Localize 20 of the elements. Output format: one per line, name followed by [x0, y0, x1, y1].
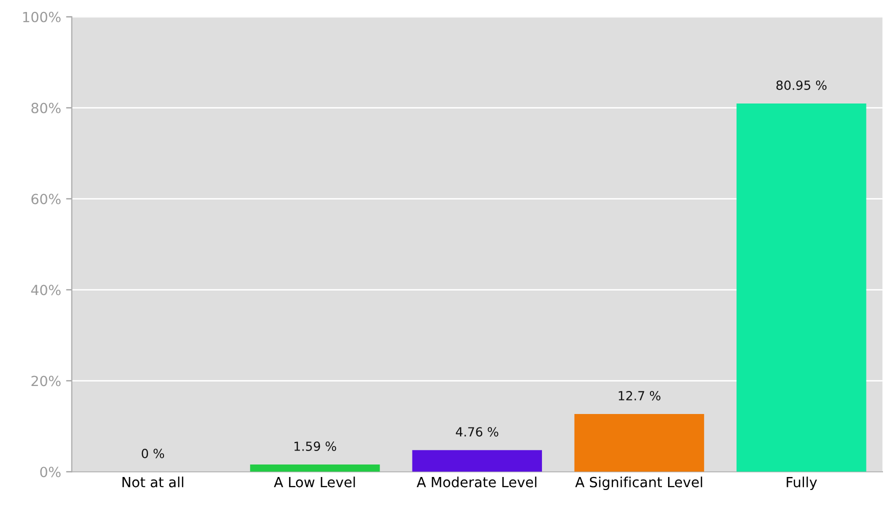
y-tick-label: 60% — [31, 194, 61, 204]
bar — [250, 464, 380, 472]
x-tick-label: Not at all — [122, 476, 184, 488]
data-label: 4.76 % — [456, 427, 498, 437]
x-tick-label: A Moderate Level — [416, 476, 536, 488]
y-tick-label: 20% — [31, 376, 61, 386]
bar — [574, 414, 704, 472]
y-tick-label: 40% — [31, 284, 61, 296]
y-tick-label: 80% — [31, 102, 61, 114]
y-tick-label: 100% — [23, 12, 61, 22]
x-tick-label: A Significant Level — [575, 476, 702, 490]
y-tick-label: 0% — [40, 466, 61, 478]
data-label: 12.7 % — [618, 390, 660, 400]
bar — [412, 450, 542, 472]
x-tick-label: Fully — [786, 476, 817, 490]
data-label: 1.59 % — [294, 442, 336, 451]
x-tick-label: A Low Level — [274, 476, 355, 488]
data-label: 0 % — [142, 448, 164, 458]
bar — [736, 103, 866, 472]
data-label: 80.95 % — [776, 80, 827, 90]
